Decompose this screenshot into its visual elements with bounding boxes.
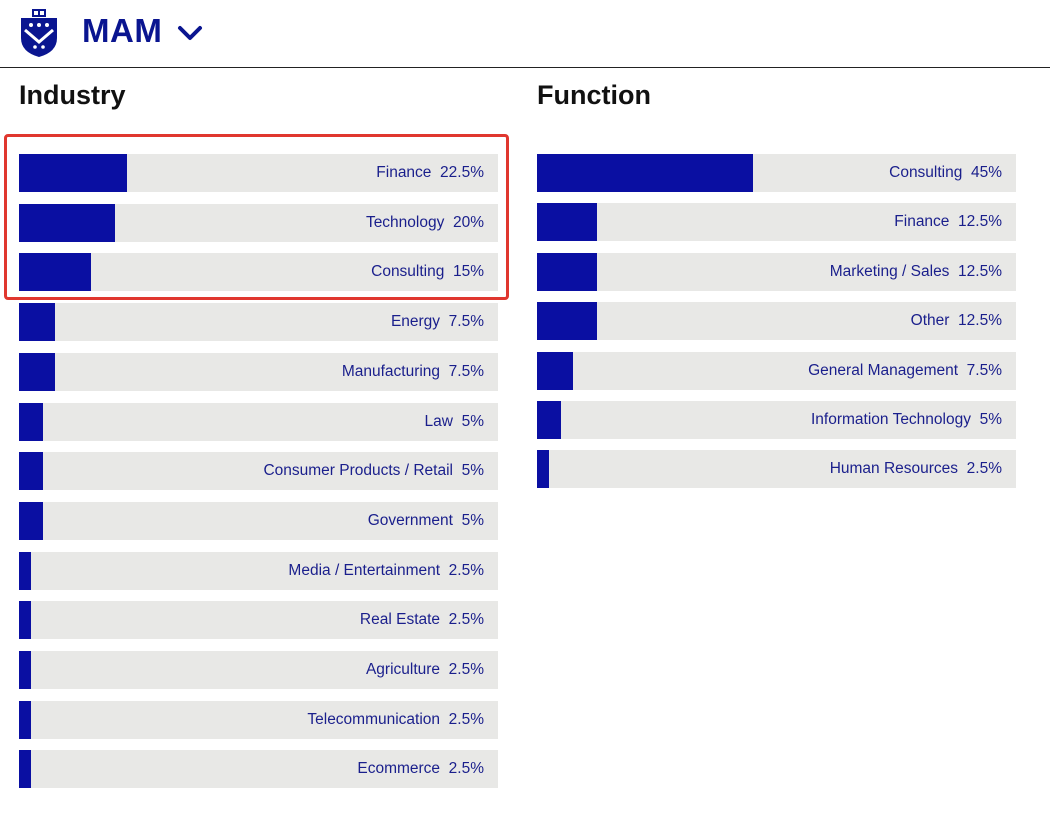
bar-label-media-entertainment: Media / Entertainment 2.5%	[288, 561, 484, 579]
bar-label-technology: Technology 20%	[365, 213, 484, 231]
bar-manufacturing	[19, 352, 55, 391]
bar-label-information-technology: Information Technology 5%	[811, 411, 1002, 428]
function-chart-title: Function	[537, 80, 651, 110]
bar-track-agriculture: Agriculture 2.5%	[19, 651, 498, 689]
bar-agriculture	[19, 651, 31, 689]
bar-label-human-resources: Human Resources 2.5%	[829, 460, 1002, 478]
bar-label-manufacturing: Manufacturing 7.5%	[341, 362, 484, 380]
program-title[interactable]: MAM	[82, 12, 163, 49]
bar-human-resources	[537, 450, 549, 489]
bar-label-government: Government 5%	[367, 511, 484, 529]
bar-track-information-technology: Information Technology 5%	[537, 401, 1016, 439]
bar-finance	[19, 154, 127, 192]
bar-consumer-products-retail	[19, 452, 43, 491]
bar-consulting	[19, 253, 91, 292]
bar-label-consulting: Consulting 45%	[889, 164, 1002, 181]
bar-law	[19, 402, 43, 441]
bar-label-other: Other 12.5%	[910, 312, 1002, 330]
bar-information-technology	[537, 401, 561, 439]
bar-track-human-resources: Human Resources 2.5%	[537, 450, 1016, 489]
bar-label-finance: Finance 12.5%	[894, 213, 1002, 231]
bar-track-law: Law 5%	[19, 402, 498, 441]
bar-track-general-management: General Management 7.5%	[537, 351, 1016, 390]
bar-label-energy: Energy 7.5%	[390, 313, 484, 331]
bar-label-general-management: General Management 7.5%	[808, 361, 1002, 379]
bar-track-consulting: Consulting 45%	[537, 154, 1016, 192]
bar-label-marketing-sales: Marketing / Sales 12.5%	[829, 262, 1002, 280]
bar-label-law: Law 5%	[424, 412, 484, 430]
bar-technology	[19, 203, 115, 242]
highlight-box	[4, 134, 509, 300]
bar-finance	[537, 203, 597, 242]
top-header: MAM	[0, 0, 1050, 68]
bar-track-marketing-sales: Marketing / Sales 12.5%	[537, 252, 1016, 291]
bar-track-technology: Technology 20%	[19, 203, 498, 242]
bar-track-media-entertainment: Media / Entertainment 2.5%	[19, 551, 498, 590]
bar-track-energy: Energy 7.5%	[19, 303, 498, 342]
bar-track-telecommunication: Telecommunication 2.5%	[19, 700, 498, 739]
bar-government	[19, 501, 43, 540]
industry-chart-title: Industry	[19, 80, 126, 110]
bar-label-telecommunication: Telecommunication 2.5%	[307, 710, 484, 728]
university-shield-icon[interactable]	[19, 8, 59, 58]
bar-track-manufacturing: Manufacturing 7.5%	[19, 352, 498, 391]
bar-other	[537, 302, 597, 341]
bar-track-government: Government 5%	[19, 501, 498, 540]
bar-real-estate	[19, 601, 31, 640]
bar-label-finance: Finance 22.5%	[376, 164, 484, 181]
bar-general-management	[537, 351, 573, 390]
bar-label-ecommerce: Ecommerce 2.5%	[357, 760, 484, 778]
bar-ecommerce	[19, 750, 31, 789]
bar-track-consulting: Consulting 15%	[19, 253, 498, 292]
bar-label-consulting: Consulting 15%	[371, 263, 484, 281]
bar-label-real-estate: Real Estate 2.5%	[359, 611, 484, 629]
chevron-down-icon[interactable]	[176, 20, 204, 46]
bar-track-finance: Finance 12.5%	[537, 203, 1016, 242]
bar-label-consumer-products-retail: Consumer Products / Retail 5%	[263, 462, 484, 480]
bar-marketing-sales	[537, 252, 597, 291]
bar-track-real-estate: Real Estate 2.5%	[19, 601, 498, 640]
bar-consulting	[537, 154, 753, 192]
bar-energy	[19, 303, 55, 342]
bar-track-consumer-products-retail: Consumer Products / Retail 5%	[19, 452, 498, 491]
bar-label-agriculture: Agriculture 2.5%	[365, 661, 484, 678]
bar-track-other: Other 12.5%	[537, 302, 1016, 341]
bar-track-finance: Finance 22.5%	[19, 154, 498, 192]
bar-media-entertainment	[19, 551, 31, 590]
bar-telecommunication	[19, 700, 31, 739]
bar-track-ecommerce: Ecommerce 2.5%	[19, 750, 498, 789]
